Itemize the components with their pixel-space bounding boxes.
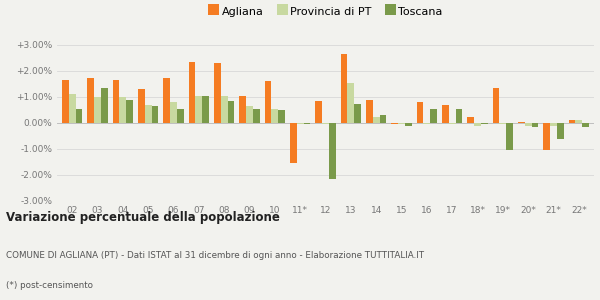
Bar bbox=[227, 101, 235, 123]
Bar bbox=[138, 89, 145, 123]
Bar bbox=[341, 54, 347, 123]
Bar bbox=[163, 77, 170, 123]
Bar bbox=[424, 123, 430, 124]
Bar bbox=[557, 123, 564, 139]
Bar bbox=[329, 123, 336, 179]
Bar bbox=[442, 105, 449, 123]
Bar bbox=[380, 115, 386, 123]
Bar bbox=[582, 123, 589, 127]
Bar bbox=[152, 106, 158, 123]
Bar bbox=[113, 80, 119, 123]
Bar bbox=[253, 109, 260, 123]
Bar bbox=[467, 116, 474, 123]
Bar bbox=[94, 97, 101, 123]
Text: (*) post-censimento: (*) post-censimento bbox=[6, 280, 93, 290]
Bar bbox=[101, 88, 108, 123]
Legend: Agliana, Provincia di PT, Toscana: Agliana, Provincia di PT, Toscana bbox=[208, 7, 443, 17]
Bar bbox=[271, 109, 278, 123]
Bar bbox=[322, 123, 329, 124]
Bar bbox=[405, 123, 412, 126]
Bar bbox=[354, 103, 361, 123]
Bar bbox=[518, 122, 525, 123]
Bar bbox=[391, 123, 398, 124]
Bar bbox=[278, 110, 285, 123]
Bar bbox=[177, 109, 184, 123]
Bar bbox=[202, 96, 209, 123]
Bar bbox=[87, 77, 94, 123]
Bar bbox=[543, 123, 550, 150]
Bar bbox=[449, 123, 455, 124]
Bar bbox=[474, 123, 481, 126]
Bar bbox=[246, 106, 253, 123]
Bar bbox=[366, 100, 373, 123]
Bar bbox=[525, 123, 532, 126]
Bar bbox=[506, 123, 513, 150]
Bar bbox=[290, 123, 297, 163]
Bar bbox=[304, 123, 310, 124]
Bar bbox=[221, 96, 227, 123]
Bar bbox=[119, 97, 126, 123]
Bar bbox=[62, 80, 69, 123]
Bar bbox=[416, 102, 424, 123]
Bar bbox=[532, 123, 538, 127]
Text: COMUNE DI AGLIANA (PT) - Dati ISTAT al 31 dicembre di ogni anno - Elaborazione T: COMUNE DI AGLIANA (PT) - Dati ISTAT al 3… bbox=[6, 250, 424, 260]
Bar bbox=[196, 96, 202, 123]
Bar bbox=[575, 120, 582, 123]
Bar bbox=[493, 88, 499, 123]
Bar bbox=[297, 123, 304, 124]
Bar bbox=[347, 83, 354, 123]
Bar bbox=[373, 116, 380, 123]
Bar bbox=[126, 100, 133, 123]
Bar bbox=[398, 123, 405, 124]
Bar bbox=[145, 105, 152, 123]
Bar bbox=[499, 123, 506, 124]
Bar bbox=[239, 96, 246, 123]
Bar bbox=[188, 62, 196, 123]
Bar bbox=[455, 109, 463, 123]
Bar bbox=[550, 123, 557, 126]
Bar bbox=[569, 120, 575, 123]
Bar bbox=[76, 109, 82, 123]
Bar bbox=[170, 102, 177, 123]
Text: Variazione percentuale della popolazione: Variazione percentuale della popolazione bbox=[6, 212, 280, 224]
Bar bbox=[69, 94, 76, 123]
Bar bbox=[481, 123, 488, 124]
Bar bbox=[265, 81, 271, 123]
Bar bbox=[430, 109, 437, 123]
Bar bbox=[214, 63, 221, 123]
Bar bbox=[315, 101, 322, 123]
